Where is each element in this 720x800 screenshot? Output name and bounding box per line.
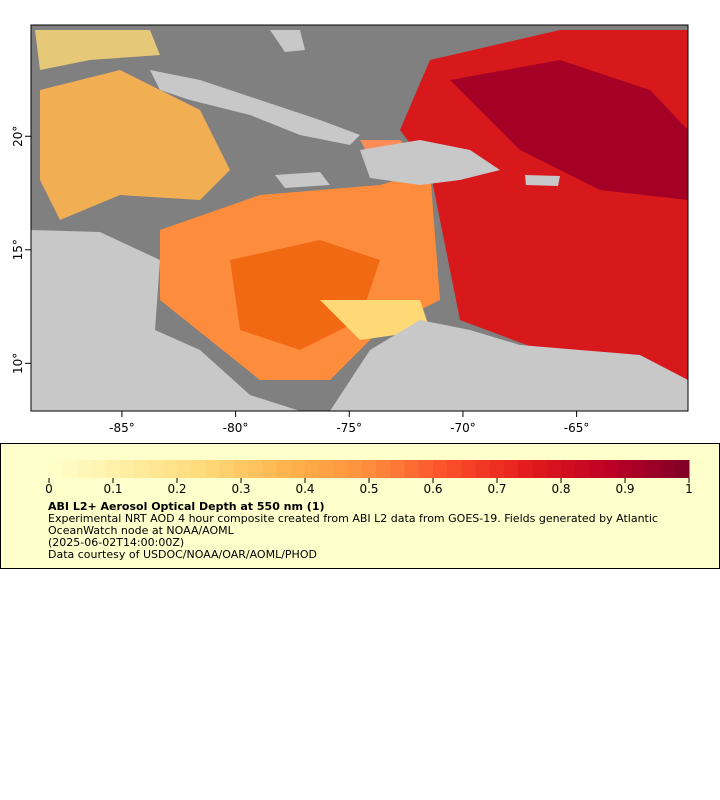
- y-tick-label: 20°: [11, 126, 25, 147]
- colorbar-tick-label: 0.1: [103, 482, 122, 494]
- colorbar-swatch: [532, 460, 548, 478]
- colorbar-swatch: [575, 460, 590, 478]
- colorbar-swatch: [248, 460, 263, 478]
- colorbar-swatch: [162, 460, 178, 478]
- map-image: [31, 25, 688, 411]
- colorbar-swatch: [347, 460, 363, 478]
- colorbar-tick-label: 0.5: [359, 482, 378, 494]
- colorbar-swatch: [319, 460, 334, 478]
- legend-description: Experimental NRT AOD 4 hour composite cr…: [48, 512, 658, 537]
- colorbar-swatch: [134, 460, 150, 478]
- colorbar-tick-label: 0.8: [551, 482, 570, 494]
- colorbar-swatch: [646, 460, 662, 478]
- colorbar-swatch: [276, 460, 292, 478]
- colorbar-swatch: [504, 460, 519, 478]
- colorbar-swatch: [390, 460, 406, 478]
- y-tick-label: 10°: [11, 353, 25, 374]
- y-tick-label: 15°: [11, 239, 25, 260]
- colorbar-swatch: [148, 460, 164, 478]
- colorbar-swatch: [617, 460, 633, 478]
- colorbar-tick-label: 0.9: [615, 482, 634, 494]
- x-tick-label: -80°: [223, 421, 249, 435]
- map-frame: [30, 24, 689, 412]
- x-tick-label: -70°: [450, 421, 476, 435]
- colorbar-tick-label: 0.2: [167, 482, 186, 494]
- colorbar-swatch: [632, 460, 647, 478]
- colorbar-swatch: [91, 460, 107, 478]
- colorbar-swatch: [305, 460, 320, 478]
- colorbar-swatch: [333, 460, 349, 478]
- colorbar-swatch: [447, 460, 462, 478]
- colorbar-swatch: [376, 460, 391, 478]
- legend-credit: Data courtesy of USDOC/NOAA/OAR/AOML/PHO…: [48, 548, 317, 561]
- legend-title: ABI L2+ Aerosol Optical Depth at 550 nm …: [48, 500, 325, 513]
- colorbar-swatch: [475, 460, 491, 478]
- colorbar-swatch: [489, 460, 505, 478]
- colorbar-swatch: [361, 460, 377, 478]
- colorbar-swatch: [191, 460, 206, 478]
- colorbar-swatch: [105, 460, 121, 478]
- x-tick-label: -85°: [109, 421, 135, 435]
- colorbar-swatch: [546, 460, 562, 478]
- colorbar-tick-label: 0: [45, 482, 53, 494]
- colorbar-swatch: [674, 460, 690, 478]
- colorbar-swatch: [120, 460, 135, 478]
- legend-time: (2025-06-02T14:00:00Z): [48, 536, 185, 549]
- colorbar-swatch: [177, 460, 192, 478]
- colorbar-swatch: [433, 460, 448, 478]
- map-figure: -85° -80° -75° -70° -65° 10° 15° 20°: [11, 24, 689, 435]
- x-tick-label: -65°: [564, 421, 590, 435]
- colorbar-swatch: [262, 460, 278, 478]
- colorbar-swatch: [290, 460, 306, 478]
- colorbar-swatch: [63, 460, 78, 478]
- colorbar-swatch: [418, 460, 434, 478]
- colorbar-swatch: [603, 460, 619, 478]
- colorbar-swatch: [518, 460, 534, 478]
- colorbar-swatch: [589, 460, 605, 478]
- colorbar-swatch: [404, 460, 420, 478]
- colorbar-swatch: [660, 460, 676, 478]
- colorbar-swatch: [461, 460, 477, 478]
- colorbar-tick-label: 0.7: [487, 482, 506, 494]
- legend-text: ABI L2+ Aerosol Optical Depth at 550 nm …: [48, 501, 688, 561]
- colorbar-swatch: [561, 460, 576, 478]
- colorbar-tick-label: 1: [685, 482, 693, 494]
- colorbar-tick-label: 0.6: [423, 482, 442, 494]
- colorbar-swatch: [77, 460, 93, 478]
- colorbar-swatch: [219, 460, 235, 478]
- colorbar-tick-label: 0.3: [231, 482, 250, 494]
- colorbar-swatch: [233, 460, 249, 478]
- colorbar-tick-label: 0.4: [295, 482, 314, 494]
- x-tick-label: -75°: [336, 421, 362, 435]
- colorbar-swatch: [49, 460, 64, 478]
- legend-panel: 0 0.1 0.2 0.3 0.4 0.5 0.6 0.7 0.8 0.9 1 ABI L2+ Ae…: [0, 443, 720, 569]
- colorbar-swatch: [205, 460, 221, 478]
- colorbar: 0 0.1 0.2 0.3 0.4 0.5 0.6 0.7 0.8 0.9 1: [45, 460, 693, 494]
